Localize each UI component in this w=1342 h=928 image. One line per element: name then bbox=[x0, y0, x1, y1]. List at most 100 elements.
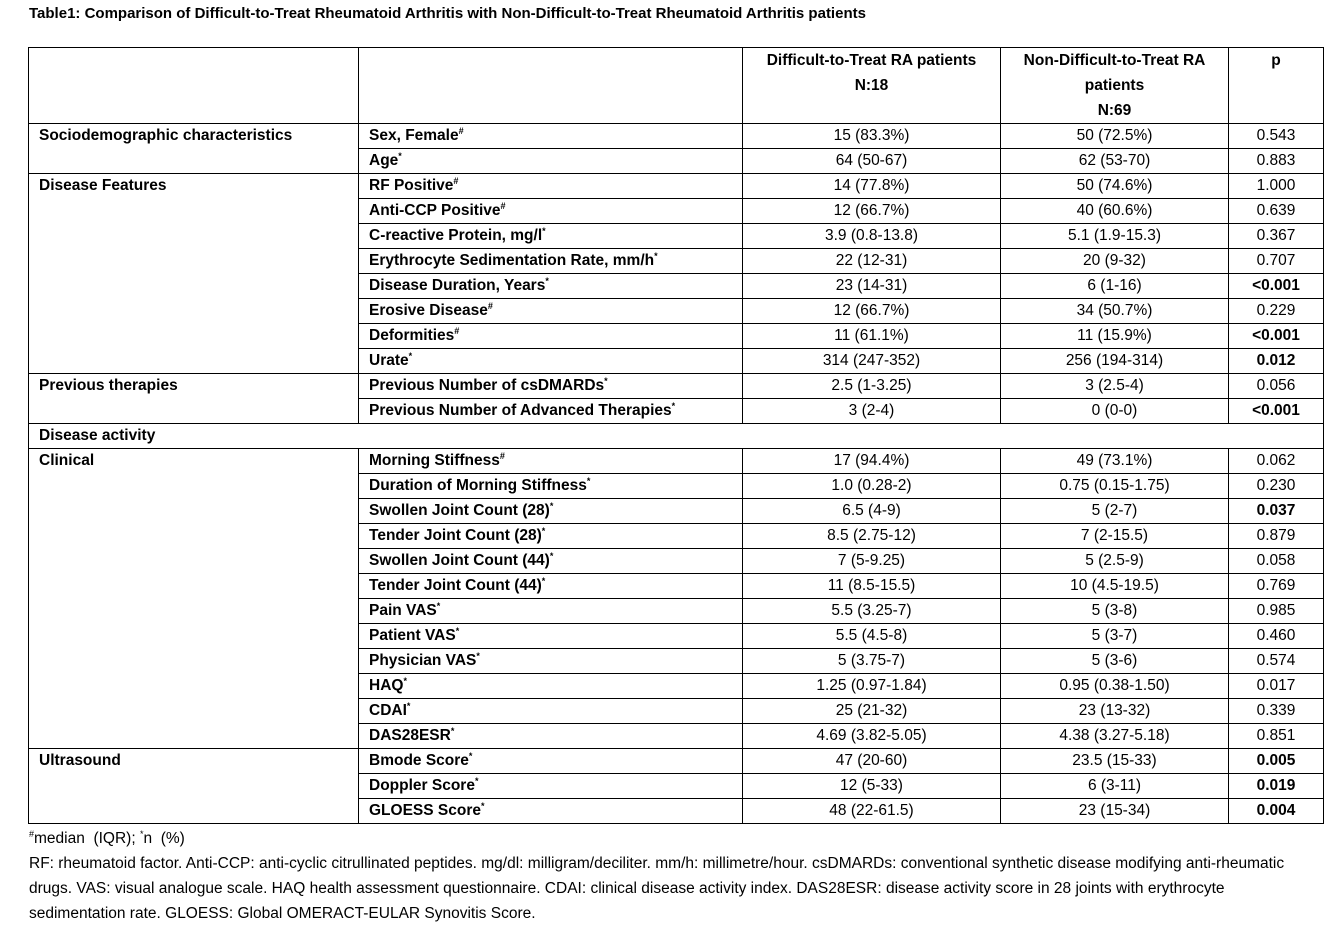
ndtt-value: 11 (15.9%) bbox=[1000, 323, 1229, 349]
legend-symbol: * bbox=[139, 829, 144, 839]
header-cell bbox=[28, 47, 359, 124]
p-value: 0.004 bbox=[1228, 798, 1324, 824]
dtt-value: 12 (5-33) bbox=[742, 773, 1001, 799]
legend-symbol: # bbox=[29, 829, 35, 839]
dtt-value: 17 (94.4%) bbox=[742, 448, 1001, 474]
p-value: 0.012 bbox=[1228, 348, 1324, 374]
row-label-cell: Erosive Disease# bbox=[358, 298, 743, 324]
row-label-cell: Doppler Score* bbox=[358, 773, 743, 799]
footnote-notes: RF: rheumatoid factor. Anti-CCP: anti-cy… bbox=[29, 855, 1285, 922]
row-label-cell: Deformities# bbox=[358, 323, 743, 349]
row-marker: * bbox=[542, 226, 546, 236]
row-label: Bmode Score bbox=[369, 752, 469, 769]
row-marker: # bbox=[454, 326, 460, 336]
row-label: Physician VAS bbox=[369, 652, 477, 669]
data-row: Previous Number of Advanced Therapies* 3 … bbox=[29, 398, 1324, 424]
row-marker: * bbox=[398, 151, 402, 161]
row-label-cell: HAQ* bbox=[358, 673, 743, 699]
p-value: 0.985 bbox=[1228, 598, 1324, 624]
header-cell bbox=[358, 47, 743, 124]
row-label-cell: GLOESS Score* bbox=[358, 798, 743, 824]
ndtt-value: 5.1 (1.9-15.3) bbox=[1000, 223, 1229, 249]
row-label: Swollen Joint Count (28) bbox=[369, 502, 550, 519]
ndtt-value: 62 (53-70) bbox=[1000, 148, 1229, 174]
p-value: 0.543 bbox=[1228, 123, 1324, 149]
group-cell: Sociodemographic characteristics bbox=[28, 123, 359, 174]
data-row: Doppler Score* 12 (5-33) 6 (3-11) 0.019 bbox=[29, 773, 1324, 799]
row-label-cell: Duration of Morning Stiffness* bbox=[358, 473, 743, 499]
dtt-value: 5.5 (3.25-7) bbox=[742, 598, 1001, 624]
row-marker: * bbox=[468, 751, 473, 761]
row-label-cell: Age* bbox=[358, 148, 743, 174]
p-value: 0.574 bbox=[1228, 648, 1324, 674]
row-marker: * bbox=[549, 551, 554, 561]
data-row: CDAI* 25 (21-32) 23 (13-32) 0.339 bbox=[29, 698, 1324, 724]
p-value: 0.056 bbox=[1228, 373, 1324, 399]
dtt-value: 4.69 (3.82-5.05) bbox=[742, 723, 1001, 749]
p-value: <0.001 bbox=[1228, 323, 1324, 349]
row-label-cell: C-reactive Protein, mg/l* bbox=[358, 223, 743, 249]
row-label: Swollen Joint Count (44) bbox=[369, 552, 550, 569]
row-label-cell: Bmode Score* bbox=[358, 748, 743, 774]
p-value: 0.058 bbox=[1228, 548, 1324, 574]
row-label: HAQ bbox=[369, 677, 404, 694]
data-row: Disease Duration, Years* 23 (14-31) 6 (1-1… bbox=[29, 273, 1324, 299]
data-row: Swollen Joint Count (28)* 6.5 (4-9) 5 (2-7… bbox=[29, 498, 1324, 524]
ndtt-value: 50 (72.5%) bbox=[1000, 123, 1229, 149]
dtt-value: 14 (77.8%) bbox=[742, 173, 1001, 199]
ndtt-value: 7 (2-15.5) bbox=[1000, 523, 1229, 549]
data-row: Pain VAS* 5.5 (3.25-7) 5 (3-8) 0.985 bbox=[29, 598, 1324, 624]
dtt-value: 314 (247-352) bbox=[742, 348, 1001, 374]
ndtt-value: 0.95 (0.38-1.50) bbox=[1000, 673, 1229, 699]
p-value: 0.229 bbox=[1228, 298, 1324, 324]
dtt-value: 5.5 (4.5-8) bbox=[742, 623, 1001, 649]
ndtt-value: 23 (13-32) bbox=[1000, 698, 1229, 724]
row-label: Anti-CCP Positive bbox=[369, 202, 501, 219]
data-row: DAS28ESR* 4.69 (3.82-5.05) 4.38 (3.27-5.18… bbox=[29, 723, 1324, 749]
row-label: Previous Number of Advanced Therapies bbox=[369, 402, 672, 419]
row-label: Erosive Disease bbox=[369, 302, 488, 319]
data-row: Duration of Morning Stiffness* 1.0 (0.28-… bbox=[29, 473, 1324, 499]
row-marker: * bbox=[436, 601, 441, 611]
p-value: 0.037 bbox=[1228, 498, 1324, 524]
p-value: 0.707 bbox=[1228, 248, 1324, 274]
row-marker: * bbox=[545, 276, 549, 286]
data-row: Anti-CCP Positive# 12 (66.7%) 40 (60.6%) 0.… bbox=[29, 198, 1324, 224]
footnote-legend: #median (IQR); *n (%) bbox=[29, 826, 1299, 851]
dtt-value: 48 (22-61.5) bbox=[742, 798, 1001, 824]
ndtt-value: 20 (9-32) bbox=[1000, 248, 1229, 274]
row-label: DAS28ESR bbox=[369, 727, 451, 744]
ndtt-value: 5 (2-7) bbox=[1000, 498, 1229, 524]
group-cell: Clinical bbox=[28, 448, 359, 749]
row-marker: * bbox=[403, 676, 407, 686]
ndtt-value: 5 (3-7) bbox=[1000, 623, 1229, 649]
dtt-value: 25 (21-32) bbox=[742, 698, 1001, 724]
p-value: 0.339 bbox=[1228, 698, 1324, 724]
row-label: Patient VAS bbox=[369, 627, 456, 644]
row-label: RF Positive bbox=[369, 177, 454, 194]
row-label-cell: Sex, Female# bbox=[358, 123, 743, 149]
ndtt-value: 3 (2.5-4) bbox=[1000, 373, 1229, 399]
header-cell: Difficult-to-Treat RA patients N:18 bbox=[742, 47, 1001, 124]
row-label: Disease Duration, Years bbox=[369, 277, 546, 294]
row-label-cell: Swollen Joint Count (44)* bbox=[358, 548, 743, 574]
p-value: 1.000 bbox=[1228, 173, 1324, 199]
comparison-table: Difficult-to-Treat RA patients N:18 Non-Di… bbox=[28, 47, 1324, 824]
row-marker: * bbox=[474, 776, 479, 786]
row-label: Age bbox=[369, 152, 399, 169]
dtt-value: 3.9 (0.8-13.8) bbox=[742, 223, 1001, 249]
ndtt-value: 10 (4.5-19.5) bbox=[1000, 573, 1229, 599]
legend-item: #median (IQR); bbox=[29, 829, 136, 848]
row-label: Tender Joint Count (44) bbox=[369, 577, 542, 594]
dtt-value: 1.0 (0.28-2) bbox=[742, 473, 1001, 499]
row-label-cell: Anti-CCP Positive# bbox=[358, 198, 743, 224]
ndtt-value: 4.38 (3.27-5.18) bbox=[1000, 723, 1229, 749]
row-label-cell: Tender Joint Count (28)* bbox=[358, 523, 743, 549]
row-label: Doppler Score bbox=[369, 777, 475, 794]
header-label: Difficult-to-Treat RA patients bbox=[766, 52, 977, 69]
ndtt-value: 6 (3-11) bbox=[1000, 773, 1229, 799]
ndtt-value: 50 (74.6%) bbox=[1000, 173, 1229, 199]
row-marker: * bbox=[586, 476, 591, 486]
ndtt-value: 6 (1-16) bbox=[1000, 273, 1229, 299]
data-row: Ultrasound Bmode Score* 47 (20-60) 23.5 (15… bbox=[28, 748, 1324, 824]
